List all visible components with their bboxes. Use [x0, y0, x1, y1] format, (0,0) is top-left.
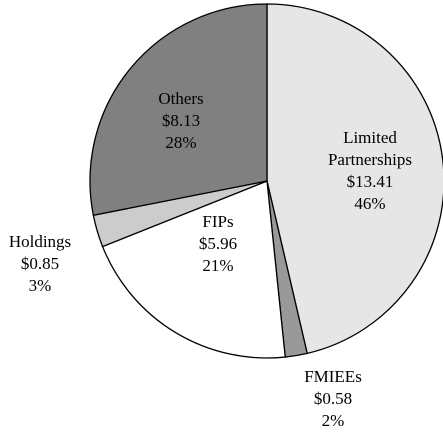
- percent-label: 3%: [28, 276, 52, 295]
- category-label: Holdings: [8, 232, 72, 251]
- slice-label: Others $8.13 28%: [141, 88, 221, 154]
- percent-label: 46%: [354, 194, 386, 213]
- value-label: $8.13: [161, 111, 201, 130]
- category-label: FIPs: [202, 212, 234, 231]
- percent-label: 21%: [202, 256, 234, 275]
- value-label: $0.85: [20, 254, 60, 273]
- value-label: $0.58: [313, 389, 353, 408]
- value-label: $13.41: [346, 172, 394, 191]
- slice-label: Holdings $0.85 3%: [0, 231, 80, 297]
- category-label: Others: [158, 89, 204, 108]
- percent-label: 28%: [165, 133, 197, 152]
- percent-label: 2%: [321, 411, 345, 430]
- category-label: Limited Partnerships: [327, 128, 413, 169]
- slice-label: FIPs $5.96 21%: [178, 211, 258, 277]
- value-label: $5.96: [198, 234, 238, 253]
- category-label: FMIEEs: [304, 367, 362, 386]
- slice-label: Limited Partnerships $13.41 46%: [305, 127, 435, 215]
- pie-slice: [101, 180, 286, 359]
- slice-label: FMIEEs $0.58 2%: [288, 366, 378, 432]
- pie-slice: [89, 3, 268, 217]
